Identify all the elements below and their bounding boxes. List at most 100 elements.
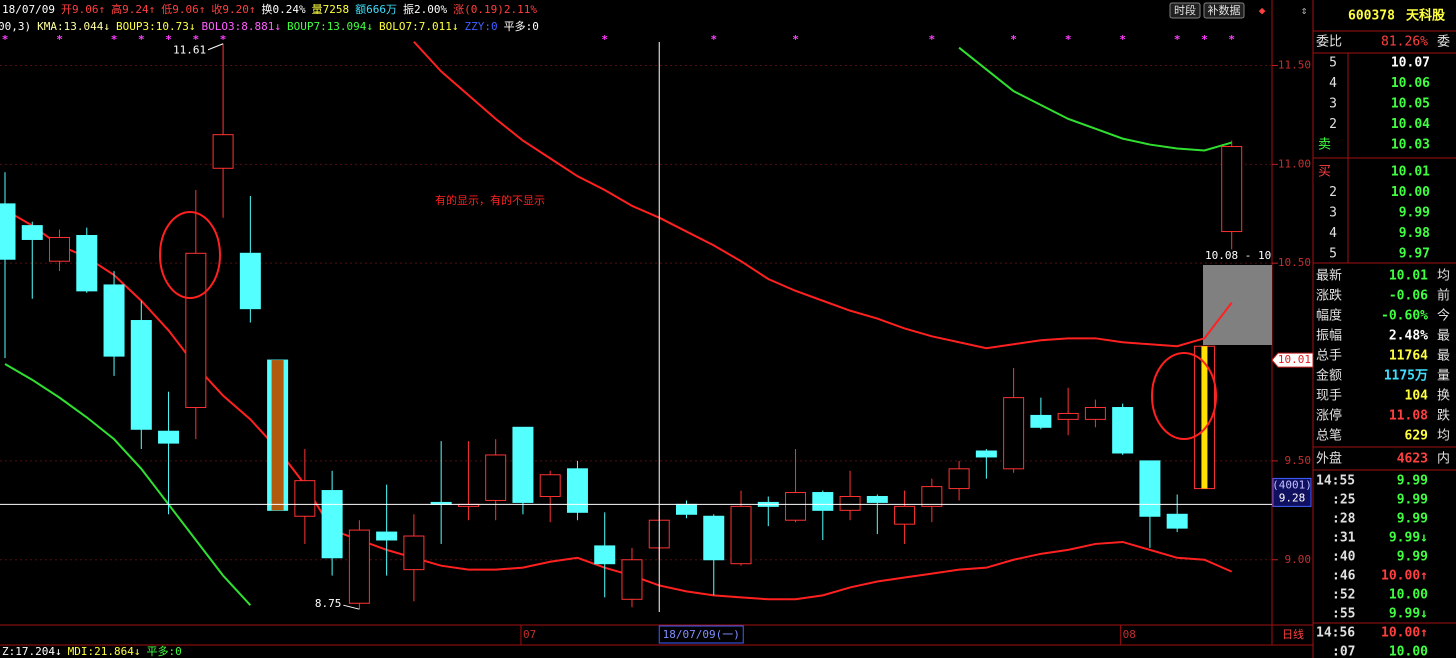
button[interactable] [1203, 2, 1245, 19]
panel-text: 14:55 [1316, 474, 1355, 489]
highlight [1201, 346, 1208, 489]
candle-body [348, 529, 370, 604]
panel-text: 3 [1329, 97, 1337, 112]
panel-text: 天科股 [1406, 8, 1445, 24]
candle-body [376, 531, 398, 541]
candle-body [1166, 513, 1188, 529]
status-text: 00,3) [0, 20, 31, 33]
button-label[interactable]: 补数据 [1208, 3, 1241, 17]
y-tick-label: 11.00 [1278, 157, 1311, 170]
signal-mark: * [929, 33, 936, 46]
panel-text: 幅度 [1316, 308, 1342, 324]
status-text: 振2.00% [403, 2, 447, 16]
panel-text: 9.99 [1397, 493, 1428, 508]
status-text: 额666万 [355, 3, 397, 16]
panel-text: 总手 [1316, 349, 1342, 364]
cursor-volume: (4001) [1272, 478, 1312, 491]
status-text: Z:17.204↓ [2, 645, 62, 658]
button[interactable] [1169, 2, 1201, 19]
y-tick-label: 10.50 [1278, 256, 1311, 269]
panel-text: 内 [1437, 451, 1450, 467]
candle-body [703, 515, 725, 561]
status-text: 开9.06↑ [61, 3, 105, 16]
panel-text: 10.06 [1391, 76, 1430, 91]
annotation: 有的显示，有的不显示 [435, 193, 545, 207]
cursor-value-box [1272, 477, 1312, 507]
panel-text: 10.00↑ [1381, 626, 1428, 641]
cursor-box [658, 625, 744, 644]
status-text: 平多:0 [146, 644, 181, 658]
candle-body [921, 486, 943, 507]
panel-text: 2.48% [1389, 329, 1428, 344]
panel-text: 10.01 [1391, 165, 1430, 180]
panel-text: 涨停 [1316, 408, 1342, 424]
status-text: BOLO3:8.881↓ [201, 20, 280, 33]
last-price: 10.01 [1278, 353, 1311, 366]
candle-body [1112, 407, 1134, 454]
signal-mark: * [1201, 33, 1208, 46]
signal-mark: * [111, 33, 118, 46]
signal-mark: * [1065, 33, 1072, 46]
panel-text: 委比 [1316, 35, 1342, 50]
button-label[interactable]: 时段 [1174, 3, 1196, 17]
panel-text: :52 [1332, 588, 1355, 603]
status-text: 平多:0 [504, 19, 539, 33]
range-box [1203, 265, 1272, 345]
period: 日线 [1282, 627, 1304, 641]
candle-body [294, 480, 316, 517]
candle-body [0, 203, 16, 260]
signal-mark: * [220, 33, 227, 46]
status-text: 涨(0.19)2.11% [453, 3, 537, 16]
panel-text: 81.26% [1381, 35, 1428, 50]
high-label: 11.61 [173, 44, 206, 57]
y-tick-label: 11.50 [1278, 58, 1311, 71]
panel-text: 最新 [1316, 268, 1342, 284]
candle-body [1057, 412, 1079, 420]
panel-text: 均 [1437, 269, 1450, 284]
signal-mark: * [165, 33, 172, 46]
signal-mark: * [1174, 33, 1181, 46]
candle-body [512, 426, 534, 503]
candle-body [730, 505, 752, 565]
signal-mark: * [138, 33, 145, 46]
icon: ◆ [1259, 4, 1266, 17]
signal-mark: * [1228, 33, 1235, 46]
candle-body [1003, 397, 1025, 470]
panel-text: :28 [1332, 512, 1356, 527]
panel-text: 11764 [1389, 349, 1428, 364]
indicator-line [413, 41, 1233, 350]
status-text: 18/07/09 [2, 3, 55, 16]
panel-text: 629 [1405, 429, 1428, 444]
candle-body [621, 559, 643, 600]
candle-body [539, 474, 561, 497]
panel-text: 10.07 [1391, 56, 1430, 71]
panel-text: 9.99 [1397, 550, 1428, 565]
status-text: 高9.24↑ [111, 2, 155, 16]
panel-text: 前 [1437, 288, 1450, 304]
candle-body [594, 545, 616, 565]
signal-mark: * [1010, 33, 1017, 46]
candle-body [839, 495, 861, 511]
panel-text: 3 [1329, 206, 1337, 221]
plot [0, 41, 1272, 610]
signal-mark: * [1119, 33, 1126, 46]
label-leader [207, 43, 224, 51]
panel-text: 9.98 [1399, 226, 1430, 241]
signal-mark: * [792, 33, 799, 46]
panel-text: 量 [1437, 369, 1450, 384]
panel-text: -0.60% [1381, 309, 1428, 324]
candle-body [975, 450, 997, 458]
panel-text: 现手 [1316, 389, 1342, 404]
signal-mark: * [56, 33, 63, 46]
x-tick-label: 08 [1123, 628, 1136, 641]
panel-text: 10.00 [1391, 185, 1430, 200]
panel-text: 最 [1437, 349, 1450, 364]
circle-mark [159, 211, 221, 299]
panel-text: 9.99↓ [1389, 607, 1428, 622]
status-text: 换0.24% [261, 2, 305, 16]
y-tick-label: 9.50 [1285, 454, 1312, 467]
candle-body [812, 492, 834, 511]
highlight [271, 360, 284, 511]
panel-text: 2 [1329, 185, 1337, 200]
status-text: BOUP3:10.73↓ [116, 20, 195, 33]
